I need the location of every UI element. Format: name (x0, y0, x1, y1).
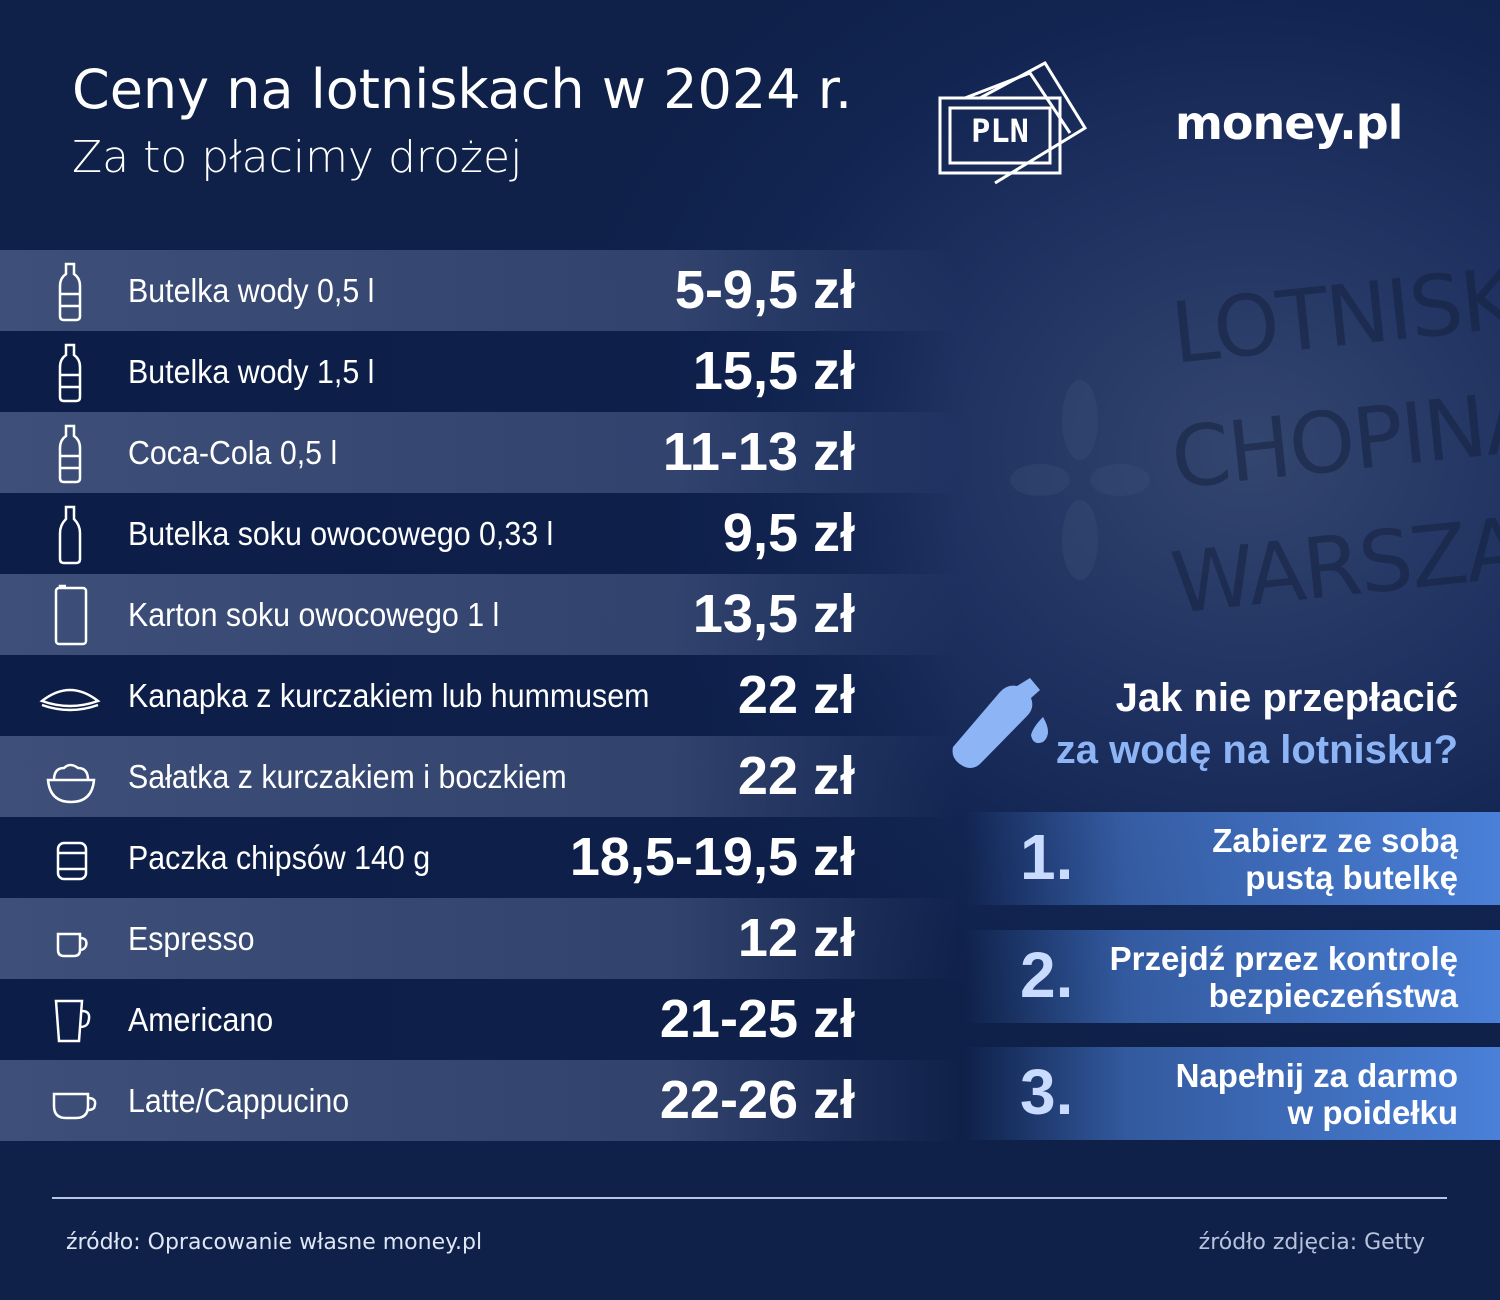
badge: PLN (971, 112, 1029, 150)
tip-step: 1. Zabierz ze sobą pustą butelkę (965, 812, 1500, 905)
subtitle: Za to płacimy drożej (72, 132, 523, 183)
row-icon (58, 424, 82, 484)
table-row: Kanapka z kurczakiem lub hummusem 22 zł (0, 655, 960, 736)
table-row: Espresso 12 zł (0, 898, 960, 979)
tips-subtitle: za wodę na lotnisku? (1055, 728, 1458, 772)
source: źródło: Opracowanie własne money.pl (66, 1230, 483, 1255)
step-number: 2. (1020, 939, 1074, 1011)
sign-text: CHOPINA (1166, 371, 1500, 508)
item-price: 13,5 zł (692, 584, 855, 644)
tip-step: 2. Przejdź przez kontrolę bezpieczeństwa (965, 930, 1500, 1023)
row-icon (54, 999, 91, 1043)
divider (52, 1197, 1447, 1199)
row-icon (52, 1092, 97, 1120)
item-price: 22-26 zł (659, 1070, 855, 1130)
table-row: Paczka chipsów 140 g 18,5-19,5 zł (0, 817, 960, 898)
brand-logo: money.pl (1175, 96, 1403, 150)
row-icon (39, 688, 101, 712)
step-line: Napełnij za darmo (1175, 1057, 1458, 1094)
table-row: Butelka wody 1,5 l 15,5 zł (0, 331, 960, 412)
item-price: 5-9,5 zł (674, 260, 855, 320)
bottle-icon (952, 678, 1048, 768)
table-row: Butelka wody 0,5 l 5-9,5 zł (0, 250, 960, 331)
item-label: Butelka wody 1,5 l (128, 353, 375, 390)
step-line: pustą butelkę (1245, 859, 1458, 896)
sign-logo (1010, 380, 1150, 580)
table-row: Latte/Cappucino 22-26 zł (0, 1060, 960, 1141)
step-number: 1. (1020, 821, 1074, 893)
item-label: Americano (128, 1001, 274, 1038)
step-line: Przejdź przez kontrolę (1109, 940, 1458, 977)
title: Ceny na lotniskach w 2024 r. (72, 58, 853, 121)
step-number: 3. (1020, 1056, 1074, 1128)
table-row: Americano 21-25 zł (0, 979, 960, 1060)
item-price: 22 zł (737, 746, 855, 806)
item-price: 21-25 zł (659, 989, 855, 1049)
item-label: Coca-Cola 0,5 l (128, 434, 338, 471)
step-line: w poidełku (1287, 1094, 1458, 1131)
item-price: 15,5 zł (692, 341, 855, 401)
item-price: 22 zł (737, 665, 855, 725)
table-row: Karton soku owocowego 1 l 13,5 zł (0, 574, 960, 655)
item-label: Paczka chipsów 140 g (128, 839, 431, 876)
table-row: Butelka soku owocowego 0,33 l 9,5 zł (0, 493, 960, 574)
photo-credit: źródło zdjęcia: Getty (1198, 1230, 1425, 1255)
row-icon (54, 584, 88, 646)
step-line: Zabierz ze sobą (1212, 822, 1458, 859)
row-icon (58, 505, 82, 565)
row-icon (58, 343, 82, 403)
item-label: Latte/Cappucino (128, 1082, 350, 1119)
sign-text: LOTNISKO (1166, 243, 1500, 383)
item-price: 11-13 zł (662, 422, 855, 482)
item-price: 12 zł (737, 908, 855, 968)
item-label: Butelka wody 0,5 l (128, 272, 375, 309)
pln-icon (938, 61, 1088, 185)
row-icon (56, 932, 88, 958)
step-line: bezpieczeństwa (1208, 977, 1458, 1014)
item-label: Espresso (128, 920, 255, 957)
row-icon (46, 763, 96, 804)
tips-title: Jak nie przepłacić (1115, 676, 1458, 720)
row-icon (56, 841, 88, 881)
item-label: Karton soku owocowego 1 l (128, 596, 500, 633)
item-label: Butelka soku owocowego 0,33 l (128, 515, 554, 552)
item-label: Sałatka z kurczakiem i boczkiem (128, 758, 567, 795)
item-label: Kanapka z kurczakiem lub hummusem (128, 677, 650, 714)
step-text: Przejdź przez kontrolę bezpieczeństwa (1110, 940, 1458, 1014)
tip-step: 3. Napełnij za darmo w poidełku (965, 1047, 1500, 1140)
step-text: Zabierz ze sobą pustą butelkę (1212, 822, 1458, 896)
sign-text: WARSZAWA (1166, 485, 1500, 633)
item-price: 9,5 zł (722, 503, 855, 563)
table-row: Sałatka z kurczakiem i boczkiem 22 zł (0, 736, 960, 817)
step-text: Napełnij za darmo w poidełku (1176, 1057, 1458, 1131)
table-row: Coca-Cola 0,5 l 11-13 zł (0, 412, 960, 493)
row-icon (58, 262, 82, 322)
item-price: 18,5-19,5 zł (569, 827, 855, 887)
